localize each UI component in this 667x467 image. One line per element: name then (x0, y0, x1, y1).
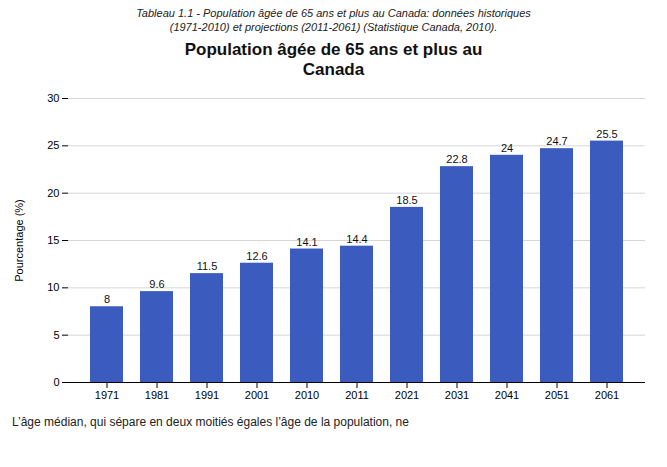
svg-text:5: 5 (53, 329, 59, 341)
svg-text:2011: 2011 (345, 389, 369, 401)
html-text:Population âgée de 65 ans et p: Population âgée de 65 ans et plus au Can… (184, 40, 483, 79)
svg-text:2041: 2041 (495, 389, 519, 401)
html-text:(1971-2010) et projections (20: (1971-2010) et projections (2011-2061) (… (169, 21, 498, 33)
html-text:L’âge médian, qui sépare en de: L’âge médian, qui sépare en deux moitiés… (12, 415, 409, 429)
html-text:Tableau 1.1 - Population âgée: Tableau 1.1 - Population âgée de 65 ans … (136, 7, 531, 19)
svg-text:18.5: 18.5 (396, 194, 417, 206)
svg-text:Pourcentage (%): Pourcentage (%) (13, 199, 25, 282)
svg-text:8: 8 (104, 293, 110, 305)
svg-text:2031: 2031 (445, 389, 469, 401)
svg-text:10: 10 (47, 281, 59, 293)
svg-text:9.6: 9.6 (149, 278, 164, 290)
svg-text:2001: 2001 (245, 389, 269, 401)
svg-text:14.4: 14.4 (346, 233, 367, 245)
svg-text:1981: 1981 (145, 389, 169, 401)
svg-text:14.1: 14.1 (296, 236, 317, 248)
svg-text:25.5: 25.5 (596, 128, 617, 140)
svg-text:30: 30 (47, 92, 59, 104)
svg-text:22.8: 22.8 (446, 153, 467, 165)
svg-text:2051: 2051 (545, 389, 569, 401)
svg-text:15: 15 (47, 234, 59, 246)
svg-text:2061: 2061 (595, 389, 619, 401)
svg-text:2021: 2021 (395, 389, 419, 401)
svg-text:12.6: 12.6 (246, 250, 267, 262)
svg-text:11.5: 11.5 (197, 260, 218, 272)
svg-text:0: 0 (53, 376, 59, 388)
svg-text:24.7: 24.7 (546, 135, 567, 147)
svg-text:1991: 1991 (195, 389, 219, 401)
svg-text:24: 24 (501, 142, 513, 154)
svg-text:20: 20 (47, 187, 59, 199)
svg-text:25: 25 (47, 139, 59, 151)
svg-text:1971: 1971 (95, 389, 119, 401)
svg-text:2010: 2010 (295, 389, 319, 401)
